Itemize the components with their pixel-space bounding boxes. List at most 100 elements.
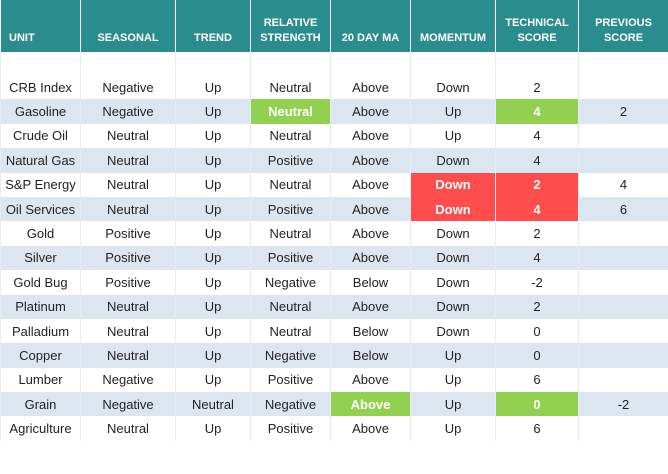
table-cell: Above	[330, 245, 411, 271]
table-cell: 4	[495, 196, 579, 222]
table-cell: -2	[495, 270, 579, 295]
table-cell: Up	[175, 245, 251, 271]
table-cell: Neutral	[250, 123, 331, 149]
table-cell: Neutral	[250, 221, 331, 246]
table-cell: Negative	[80, 392, 176, 417]
empty-cell	[578, 318, 668, 344]
table-row: Copper Neutral Up Negative Below Up 0	[0, 343, 668, 368]
table-cell: Above	[330, 294, 411, 319]
table-cell: Negative	[250, 343, 331, 368]
unit-cell: Gasoline	[0, 99, 81, 124]
table-cell: Below	[330, 343, 411, 368]
table-cell: Up	[175, 416, 251, 441]
table-cell: Up	[175, 294, 251, 319]
table-cell: Neutral	[80, 343, 176, 368]
table-cell: Up	[175, 172, 251, 197]
table-cell: Neutral	[250, 75, 331, 100]
table-cell: Above	[330, 123, 411, 149]
table-cell: 2	[495, 221, 579, 246]
table-cell: Neutral	[80, 318, 176, 344]
table-cell: 2	[495, 172, 579, 197]
table-cell: Down	[410, 294, 496, 319]
unit-cell: CRB Index	[0, 75, 81, 100]
table-row: Agriculture Neutral Up Positive Above Up 6	[0, 416, 668, 441]
table-cell: Below	[330, 270, 411, 295]
table-row: CRB Index Negative Up Neutral Above Down 2	[0, 75, 668, 100]
empty-cell	[578, 245, 668, 271]
table-cell: Up	[410, 367, 496, 393]
table-row: Natural Gas Neutral Up Positive Above Down 4	[0, 148, 668, 173]
table-cell: Positive	[80, 221, 176, 246]
table-row: Silver Positive Up Positive Above Down 4	[0, 245, 668, 271]
table-cell: Positive	[80, 245, 176, 271]
table-cell: Neutral	[250, 294, 331, 319]
table-cell: Neutral	[250, 172, 331, 197]
table-cell: Down	[410, 196, 496, 222]
table-cell: Up	[410, 392, 496, 417]
table-cell: Negative	[80, 99, 176, 124]
table-cell: Down	[410, 221, 496, 246]
table-cell: 4	[578, 172, 668, 197]
table-cell: Down	[410, 318, 496, 344]
table-cell: Neutral	[80, 196, 176, 222]
table-cell: 2	[578, 99, 668, 124]
column-header: TREND	[175, 0, 251, 52]
table-cell: Up	[175, 343, 251, 368]
table-cell: Neutral	[80, 294, 176, 319]
table-cell: Up	[410, 343, 496, 368]
table-cell: Above	[330, 196, 411, 222]
unit-cell: Gold Bug	[0, 270, 81, 295]
table-cell: 4	[495, 245, 579, 271]
header-row: UNIT SEASONAL TREND RELATIVE STRENGTH 20 DAY…	[0, 0, 668, 52]
unit-cell: Silver	[0, 245, 81, 271]
table-cell: Above	[330, 75, 411, 100]
table-cell: Positive	[250, 148, 331, 173]
table-cell: 6	[495, 416, 579, 441]
table-cell: Negative	[250, 270, 331, 295]
column-header: UNIT	[0, 0, 81, 52]
empty-cell	[578, 75, 668, 100]
indicator-table: UNIT SEASONAL TREND RELATIVE STRENGTH 20 DAY…	[0, 0, 668, 441]
table-cell: Up	[175, 75, 251, 100]
table-cell: Up	[175, 221, 251, 246]
empty-cell	[578, 294, 668, 319]
table-row: Lumber Negative Up Positive Above Up 6	[0, 367, 668, 393]
table-cell: Positive	[250, 416, 331, 441]
table-cell: Above	[330, 99, 411, 124]
table-cell: Up	[175, 270, 251, 295]
table-cell: Below	[330, 318, 411, 344]
table-row: Oil Services Neutral Up Positive Above Down 4 6	[0, 196, 668, 222]
unit-cell: Lumber	[0, 367, 81, 393]
table-cell: Up	[175, 99, 251, 124]
table-cell: 0	[495, 392, 579, 417]
table-cell: Neutral	[80, 123, 176, 149]
column-header: PREVIOUS SCORE	[578, 0, 668, 52]
table-cell: 4	[495, 99, 579, 124]
table-cell: Positive	[250, 196, 331, 222]
empty-cell	[578, 221, 668, 246]
table-cell: Up	[175, 123, 251, 149]
table-cell: Above	[330, 367, 411, 393]
table-cell: Above	[330, 392, 411, 417]
table-row: Gold Positive Up Neutral Above Down 2	[0, 221, 668, 246]
table-cell: Down	[410, 148, 496, 173]
table-row: Platinum Neutral Up Neutral Above Down 2	[0, 294, 668, 319]
table-cell: Positive	[80, 270, 176, 295]
unit-cell: Grain	[0, 392, 81, 417]
unit-cell: Crude Oil	[0, 123, 81, 149]
table-cell: Above	[330, 172, 411, 197]
table-cell: 0	[495, 343, 579, 368]
column-header: TECHNICAL SCORE	[495, 0, 579, 52]
table-cell: 0	[495, 318, 579, 344]
table-cell: Down	[410, 245, 496, 271]
empty-cell	[578, 343, 668, 368]
table-cell: 2	[495, 294, 579, 319]
table-cell: Up	[175, 196, 251, 222]
table-cell: 4	[495, 148, 579, 173]
unit-cell: Platinum	[0, 294, 81, 319]
table-cell: Positive	[250, 245, 331, 271]
unit-cell: Oil Services	[0, 196, 81, 222]
table-row: S&P Energy Neutral Up Neutral Above Down 2 4	[0, 172, 668, 197]
table-cell: 6	[578, 196, 668, 222]
